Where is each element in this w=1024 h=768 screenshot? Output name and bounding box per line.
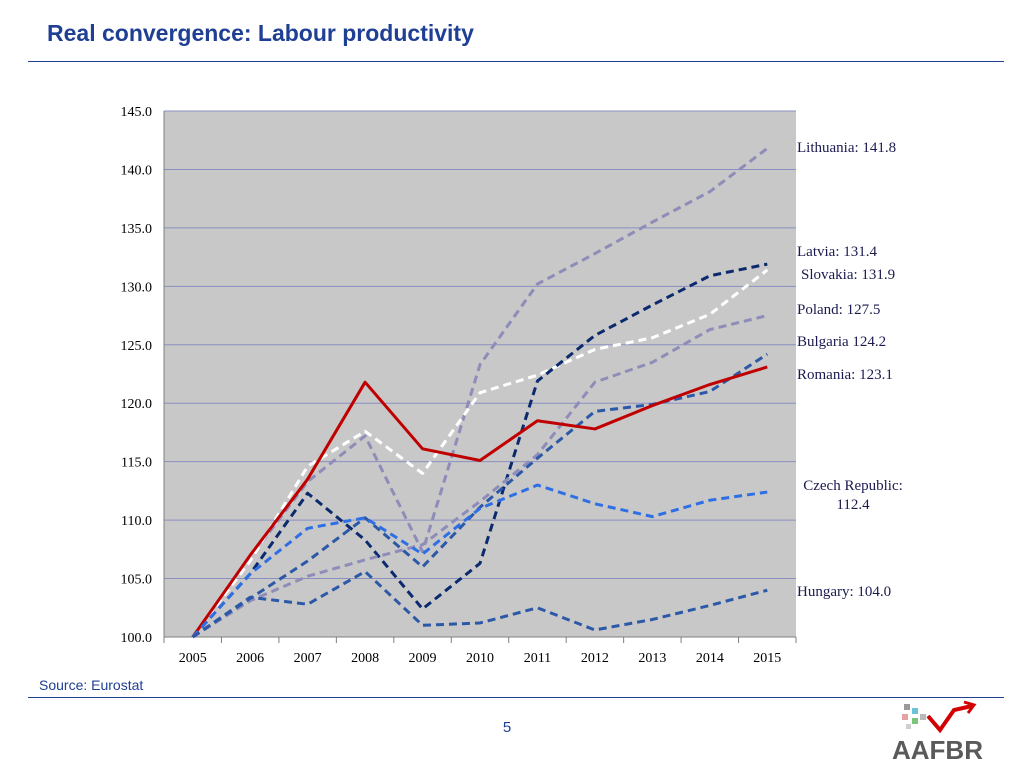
title-divider (28, 61, 1004, 62)
series-line-czech-republic (191, 483, 768, 639)
x-tick-label: 2007 (294, 651, 322, 666)
y-tick-label: 125.0 (121, 339, 153, 354)
page-number: 5 (502, 719, 512, 736)
x-tick-label: 2013 (638, 651, 666, 666)
y-tick-label: 130.0 (121, 280, 153, 295)
series-line-latvia (191, 268, 769, 638)
line-chart: 100.0 105.0 110.0 115.0 120.0 125.0 130.0 135.0… (121, 105, 903, 666)
plot-area (164, 111, 796, 637)
y-tick-label: 140.0 (121, 163, 153, 178)
aafbr-logo-icon (902, 700, 977, 734)
end-label: Poland: 127.5 (797, 302, 880, 318)
x-tick-label: 2005 (179, 651, 207, 666)
series-line-hungary (191, 570, 768, 639)
x-tick-label: 2014 (696, 651, 724, 666)
series-line-poland (191, 314, 768, 639)
end-label: Latvia: 131.4 (797, 244, 877, 260)
x-tick-label: 2015 (753, 651, 781, 666)
y-tick-label: 145.0 (121, 105, 153, 120)
x-tick-label: 2008 (351, 651, 379, 666)
y-tick-label: 115.0 (121, 456, 152, 471)
end-label: Hungary: 104.0 (797, 584, 891, 600)
series-line-romania (191, 365, 768, 638)
end-label: Slovakia: 131.9 (801, 267, 895, 283)
y-tick-label: 135.0 (121, 222, 153, 237)
y-tick-label: 100.0 (121, 631, 153, 646)
end-label: Lithuania: 141.8 (797, 140, 896, 156)
footer-divider (28, 697, 1004, 698)
logo-text: AAFBR (892, 735, 983, 765)
x-tick-label: 2011 (524, 651, 551, 666)
end-label: 112.4 (836, 497, 870, 513)
x-tick-label: 2012 (581, 651, 609, 666)
end-label: Romania: 123.1 (797, 367, 893, 383)
y-tick-label: 105.0 (121, 573, 153, 588)
end-label: Bulgaria 124.2 (797, 334, 886, 350)
x-tick-label: 2010 (466, 651, 494, 666)
x-tick-label: 2009 (409, 651, 437, 666)
y-tick-label: 120.0 (121, 397, 153, 412)
series-line-slovakia (191, 262, 768, 639)
source-note: Source: Eurostat (39, 677, 144, 693)
y-tick-label: 110.0 (121, 514, 152, 529)
end-label: Czech Republic: (803, 478, 903, 494)
page-title: Real convergence: Labour productivity (47, 20, 474, 46)
x-tick-label: 2006 (236, 651, 264, 666)
